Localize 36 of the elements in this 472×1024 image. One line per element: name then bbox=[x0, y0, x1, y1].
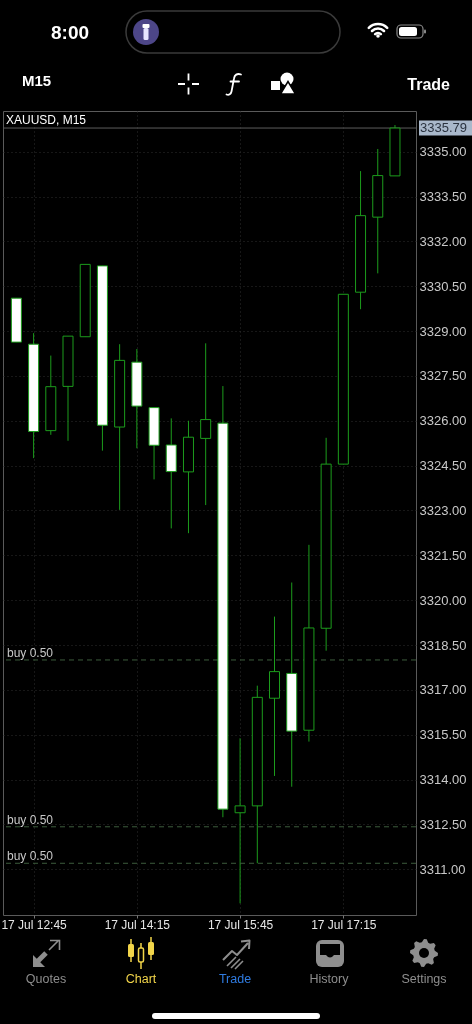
text: Settings bbox=[401, 972, 447, 986]
text: M15 bbox=[22, 72, 52, 89]
y-tick-label: 3333.50 bbox=[419, 189, 467, 205]
ref-line-label: buy 0.50 bbox=[7, 812, 54, 827]
candlestick bbox=[234, 737, 246, 904]
x-tick-label: 17 Jul 15:45 bbox=[207, 917, 274, 932]
y-tick-label: 3317.00 bbox=[419, 682, 467, 698]
y-tick-label: 3332.00 bbox=[419, 233, 467, 249]
text: Trade bbox=[407, 76, 451, 93]
text: Quotes bbox=[25, 972, 67, 986]
y-tick-label: 3320.00 bbox=[419, 592, 467, 608]
chart-title: XAUUSD, M15 bbox=[6, 113, 87, 127]
ref-line-label: buy 0.50 bbox=[7, 849, 54, 864]
y-tick-label: 3327.50 bbox=[419, 368, 467, 384]
y-tick-label: 3324.50 bbox=[419, 458, 467, 474]
y-tick-label: 3311.00 bbox=[419, 861, 466, 877]
y-tick-label: 3321.50 bbox=[419, 547, 467, 563]
y-tick-label: 3314.00 bbox=[419, 772, 467, 788]
text: History bbox=[309, 972, 350, 986]
y-tick-label: 3312.50 bbox=[419, 816, 467, 832]
x-tick-label: 17 Jul 17:15 bbox=[311, 917, 377, 932]
ref-line-label: buy 0.50 bbox=[7, 645, 54, 660]
text: 8:00 bbox=[50, 22, 90, 43]
text: Trade bbox=[218, 972, 252, 986]
ref-line-label: 3335.79 bbox=[420, 120, 467, 136]
y-tick-label: 3318.50 bbox=[419, 637, 467, 653]
y-tick-label: 3335.00 bbox=[419, 144, 467, 160]
y-tick-label: 3323.00 bbox=[419, 502, 467, 518]
x-tick-label: 17 Jul 14:15 bbox=[104, 917, 171, 932]
text: Chart bbox=[125, 972, 157, 986]
y-tick-label: 3315.50 bbox=[419, 727, 467, 743]
y-tick-label: 3326.00 bbox=[419, 413, 467, 429]
y-tick-label: 3330.50 bbox=[419, 278, 467, 294]
candlestick bbox=[200, 342, 212, 506]
x-tick-label: 17 Jul 12:45 bbox=[1, 917, 68, 932]
y-tick-label: 3329.00 bbox=[419, 323, 467, 339]
